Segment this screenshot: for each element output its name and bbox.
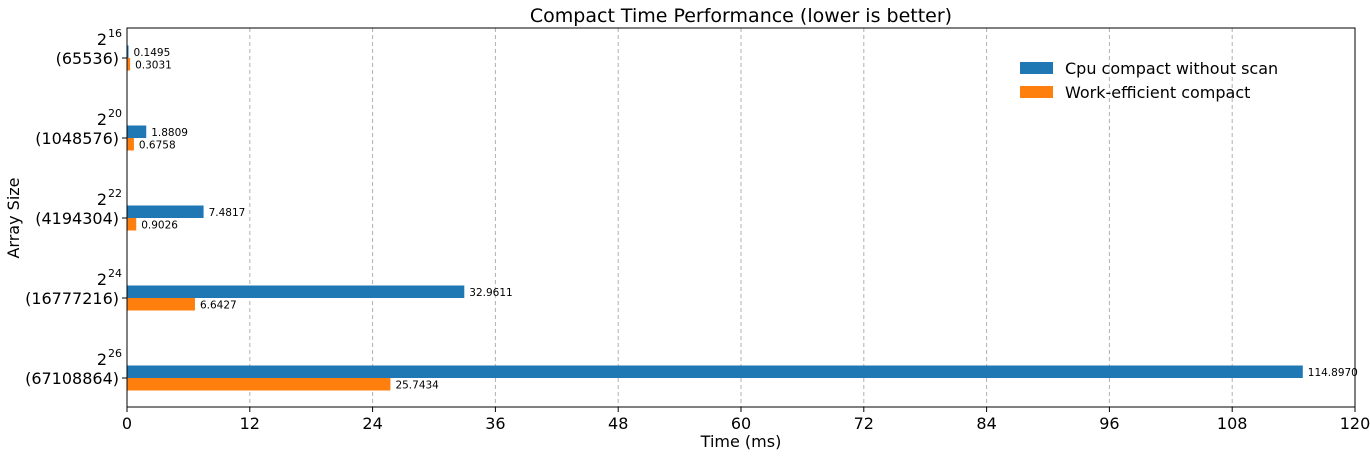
x-axis-label: Time (ms) bbox=[700, 432, 782, 451]
bar-cpu bbox=[127, 365, 1303, 378]
x-tick-label: 96 bbox=[1099, 414, 1119, 433]
data-label: 0.9026 bbox=[141, 219, 178, 231]
bar-cpu bbox=[127, 205, 204, 218]
y-tick-value: (1048576) bbox=[35, 129, 119, 148]
bar-cpu bbox=[127, 285, 465, 298]
y-axis-ticks: 2 16(65536)2 20(1048576)2 22(4194304)2 24(16… bbox=[25, 27, 127, 388]
bar-work-efficient bbox=[127, 218, 137, 231]
data-label: 25.7434 bbox=[395, 379, 439, 391]
y-tick-value: (4194304) bbox=[35, 209, 119, 228]
bars bbox=[127, 45, 1303, 391]
x-axis-ticks: 0 12 24 36 48 60 72 84 96 108 120 bbox=[122, 407, 1370, 433]
grid-lines bbox=[249, 28, 1233, 407]
x-tick-label: 36 bbox=[485, 414, 505, 433]
bar-cpu bbox=[127, 125, 147, 138]
y-tick-exponent: 26 bbox=[108, 347, 122, 360]
bar-work-efficient bbox=[127, 298, 195, 311]
y-axis-label: Array Size bbox=[4, 177, 23, 258]
bar-cpu bbox=[127, 45, 129, 58]
x-tick-label: 108 bbox=[1217, 414, 1248, 433]
y-tick-exponent: 16 bbox=[108, 27, 122, 40]
legend-swatch bbox=[1020, 86, 1053, 98]
x-tick-label: 24 bbox=[362, 414, 382, 433]
x-tick-label: 0 bbox=[122, 414, 132, 433]
bar-work-efficient bbox=[127, 378, 391, 391]
y-tick-exponent: 24 bbox=[108, 267, 122, 280]
legend-label: Cpu compact without scan bbox=[1065, 59, 1278, 78]
data-labels: 0.1495 1.8809 7.4817 32.9611 114.8970 0.3031 0… bbox=[134, 47, 1358, 392]
x-tick-label: 120 bbox=[1340, 414, 1370, 433]
y-tick-exponent: 22 bbox=[108, 187, 122, 200]
y-tick-value: (67108864) bbox=[25, 369, 119, 388]
data-label: 7.4817 bbox=[209, 207, 246, 219]
x-tick-label: 72 bbox=[854, 414, 874, 433]
y-tick-power: 2 bbox=[97, 30, 107, 49]
y-tick-value: (16777216) bbox=[25, 289, 119, 308]
y-tick-power: 2 bbox=[97, 350, 107, 369]
legend-label: Work-efficient compact bbox=[1065, 83, 1250, 102]
x-tick-label: 12 bbox=[240, 414, 260, 433]
chart-title: Compact Time Performance (lower is bette… bbox=[530, 5, 952, 27]
data-label: 0.1495 bbox=[134, 47, 171, 59]
data-label: 32.9611 bbox=[469, 287, 512, 299]
data-label: 0.3031 bbox=[135, 59, 172, 71]
data-label: 1.8809 bbox=[151, 127, 188, 139]
y-tick-power: 2 bbox=[97, 110, 107, 129]
data-label: 0.6758 bbox=[139, 139, 176, 151]
data-label: 6.6427 bbox=[200, 299, 237, 311]
legend-swatch bbox=[1020, 62, 1053, 74]
y-tick-exponent: 20 bbox=[108, 107, 122, 120]
x-tick-label: 84 bbox=[976, 414, 996, 433]
data-label: 114.8970 bbox=[1308, 367, 1358, 379]
y-tick-power: 2 bbox=[97, 190, 107, 209]
bar-work-efficient bbox=[127, 138, 134, 151]
x-tick-label: 48 bbox=[608, 414, 628, 433]
y-tick-value: (65536) bbox=[56, 49, 119, 68]
legend: Cpu compact without scan Work-efficient c… bbox=[1020, 59, 1278, 102]
x-tick-label: 60 bbox=[731, 414, 751, 433]
y-tick-power: 2 bbox=[97, 270, 107, 289]
bar-work-efficient bbox=[127, 58, 131, 71]
